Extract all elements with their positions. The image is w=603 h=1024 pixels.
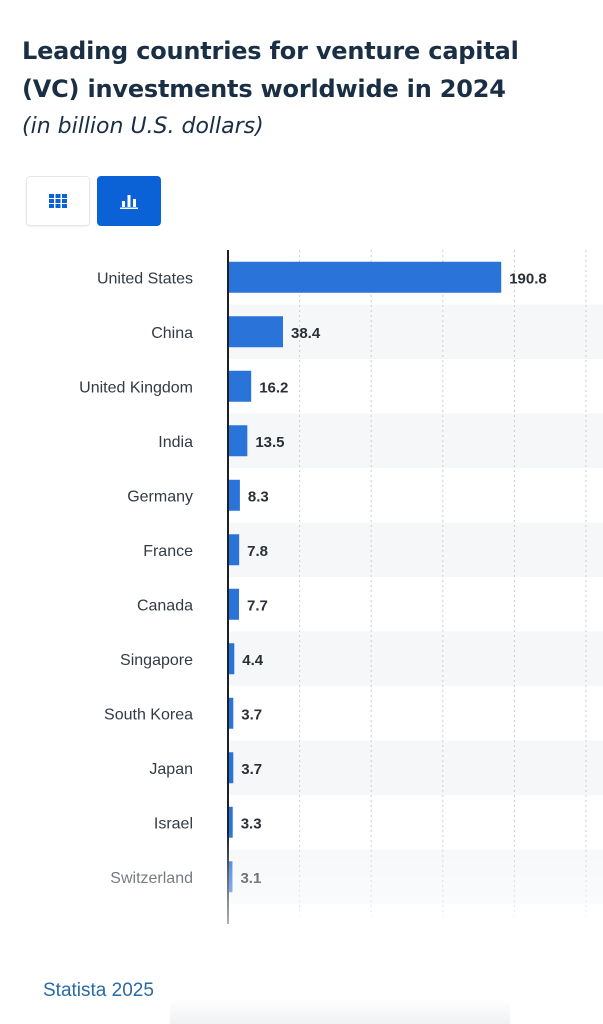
chart-subtitle: (in billion U.S. dollars) [22, 114, 264, 139]
bar [228, 261, 502, 293]
data-label: 4.4 [242, 652, 264, 669]
chart-title: Leading countries for venture capital (V… [22, 37, 519, 103]
category-label: Singapore [120, 652, 193, 669]
row-band [228, 522, 603, 577]
bar [228, 425, 248, 457]
category-label: China [151, 325, 193, 342]
data-label: 8.3 [248, 488, 269, 505]
data-label: 7.7 [247, 597, 268, 614]
chart-view-button[interactable] [97, 176, 161, 226]
category-label: United States [97, 270, 193, 287]
bar [228, 697, 234, 729]
grid-icon [49, 194, 67, 208]
category-label: Israel [154, 815, 193, 832]
row-band [228, 631, 603, 686]
bar [228, 588, 240, 620]
data-label: 3.7 [241, 761, 262, 778]
bar-chart-icon [120, 195, 138, 209]
data-label: 16.2 [259, 379, 288, 396]
row-band [228, 740, 603, 795]
row-band [228, 849, 603, 904]
bar-chart: United States China United Kingdom India Ger… [79, 250, 603, 924]
category-label: Japan [149, 761, 193, 778]
bar [228, 370, 252, 402]
bar [228, 479, 240, 511]
category-label: India [158, 434, 193, 451]
bottom-card-shadow [170, 1000, 510, 1024]
data-label: 3.3 [241, 815, 262, 832]
category-label: Germany [127, 488, 193, 505]
category-label: South Korea [104, 706, 193, 723]
source-credit: Statista 2025 [43, 980, 154, 1001]
bar [228, 534, 240, 566]
table-view-button[interactable] [26, 176, 90, 226]
data-label: 190.8 [509, 270, 547, 287]
category-label: France [143, 543, 193, 560]
data-label: 3.1 [240, 870, 261, 887]
category-label: Switzerland [110, 870, 193, 887]
data-label: 38.4 [291, 325, 321, 342]
bar [228, 752, 234, 784]
category-label: Canada [137, 597, 193, 614]
bar [228, 316, 283, 348]
bar [228, 643, 235, 675]
row-band [228, 413, 603, 468]
data-label: 3.7 [241, 706, 262, 723]
category-label: United Kingdom [79, 379, 193, 396]
row-band [228, 304, 603, 359]
data-label: 13.5 [255, 434, 284, 451]
bar [228, 806, 233, 838]
data-label: 7.8 [247, 543, 268, 560]
